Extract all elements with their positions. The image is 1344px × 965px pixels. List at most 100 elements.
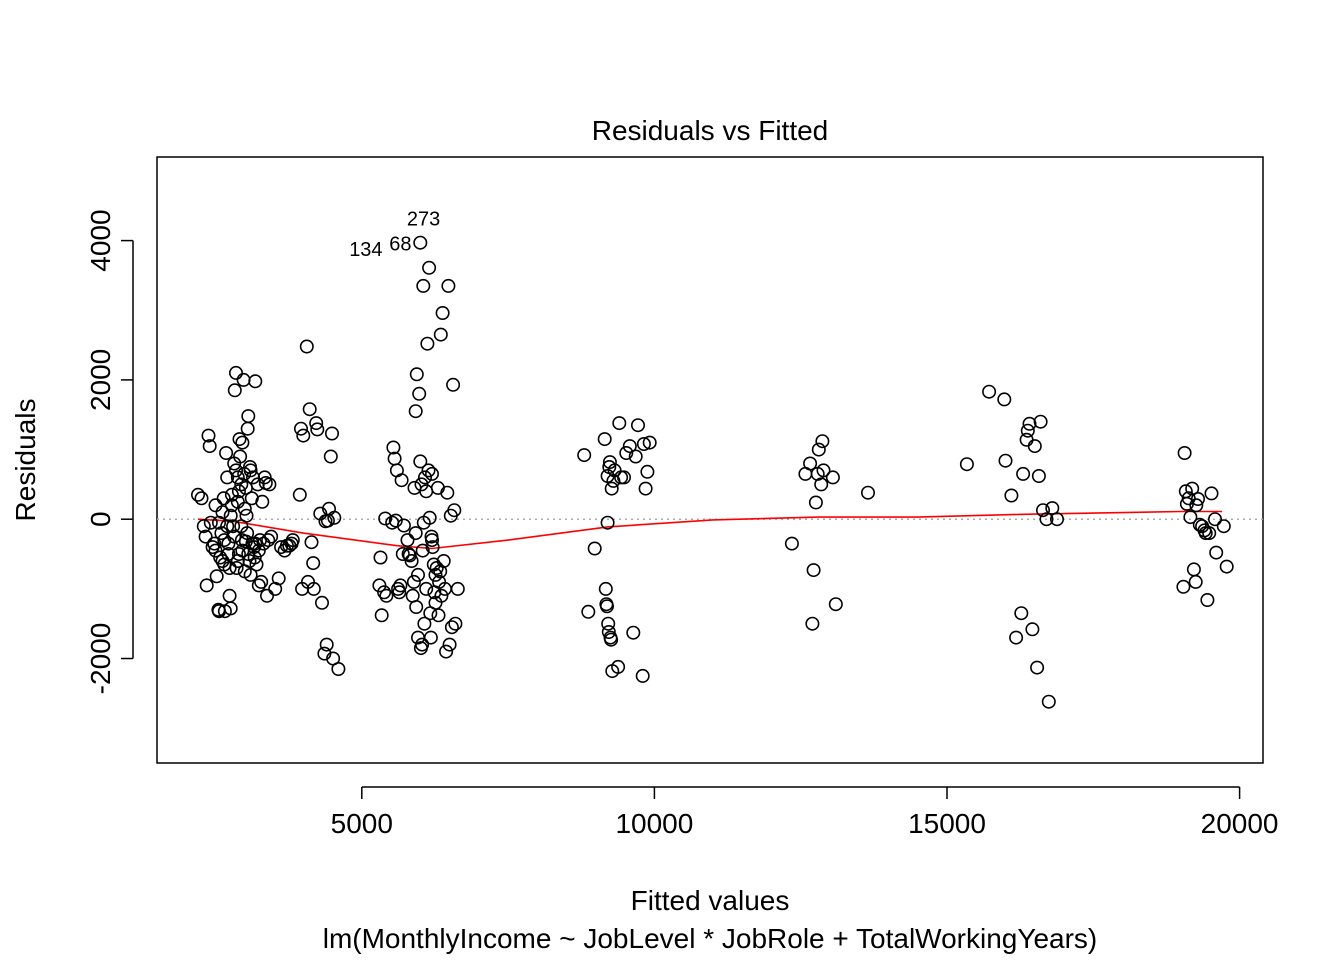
residual-point — [402, 548, 417, 563]
residual-point — [581, 604, 596, 619]
residual-point — [429, 560, 444, 575]
residual-point — [212, 515, 227, 530]
residual-point — [428, 567, 443, 582]
residual-point — [227, 383, 242, 398]
residual-point — [1039, 512, 1054, 527]
residual-point — [1009, 630, 1024, 645]
y-tick-label: 2000 — [85, 349, 116, 411]
residual-point — [1016, 466, 1031, 481]
residual-point — [423, 630, 438, 645]
residual-point — [1176, 579, 1191, 594]
residual-point — [1050, 512, 1065, 527]
residual-point — [396, 518, 411, 533]
residual-point — [254, 574, 269, 589]
residual-point — [1204, 486, 1219, 501]
residual-point — [251, 578, 266, 593]
residual-point — [642, 435, 657, 450]
y-tick-label: -2000 — [85, 623, 116, 695]
residual-point — [435, 305, 450, 320]
residual-point — [436, 553, 451, 568]
residual-point — [198, 529, 213, 544]
point-label: 273 — [407, 209, 440, 231]
residual-point — [815, 434, 830, 449]
residual-point — [234, 477, 249, 492]
residual-point — [1188, 574, 1203, 589]
residual-point — [229, 560, 244, 575]
residual-point — [1191, 491, 1206, 506]
residual-point — [331, 661, 346, 676]
residual-point — [259, 588, 274, 603]
residual-point — [601, 616, 616, 631]
residual-points-layer — [191, 235, 1234, 709]
residual-point — [450, 581, 465, 596]
residual-point — [982, 384, 997, 399]
residual-point — [243, 463, 258, 478]
residual-point — [597, 432, 612, 447]
residual-point — [232, 432, 247, 447]
residual-point — [216, 491, 231, 506]
residual-point — [825, 470, 840, 485]
residual-point — [600, 515, 615, 530]
residual-point — [395, 546, 410, 561]
residual-point — [612, 416, 627, 431]
residual-point — [619, 445, 634, 460]
residual-point — [626, 625, 641, 640]
residual-point — [377, 585, 392, 600]
residual-point — [808, 495, 823, 510]
residual-point — [227, 529, 242, 544]
model-formula-subtitle: lm(MonthlyIncome ~ JobLevel * JobRole + … — [323, 923, 1098, 954]
residual-point — [264, 529, 279, 544]
residual-point — [388, 513, 403, 528]
residual-point — [604, 481, 619, 496]
residual-point — [327, 510, 342, 525]
residual-point — [309, 416, 324, 431]
residual-point — [304, 535, 319, 550]
residual-point — [1027, 439, 1042, 454]
residual-point — [372, 578, 387, 593]
residual-point — [784, 536, 799, 551]
residual-point — [203, 515, 218, 530]
y-axis-label: Residuals — [10, 399, 41, 522]
residual-point — [446, 377, 461, 392]
residual-point — [616, 470, 631, 485]
residual-point — [1036, 503, 1051, 518]
residual-point — [237, 501, 252, 516]
residual-point — [324, 426, 339, 441]
residual-point — [215, 553, 230, 568]
residual-point — [860, 485, 875, 500]
residual-point — [222, 560, 237, 575]
residual-point — [1219, 559, 1234, 574]
residual-point — [1030, 660, 1045, 675]
residual-point — [230, 470, 245, 485]
residual-point — [611, 659, 626, 674]
residual-point — [223, 601, 238, 616]
chart-title: Residuals vs Fitted — [592, 115, 829, 146]
residual-point — [599, 599, 614, 614]
residual-point — [636, 436, 651, 451]
residual-point — [224, 498, 239, 513]
residual-point — [393, 578, 408, 593]
residual-point — [828, 597, 843, 612]
residual-point — [249, 557, 264, 572]
residual-point — [208, 498, 223, 513]
residual-point — [1183, 510, 1198, 525]
residual-point — [378, 511, 393, 526]
residual-point — [238, 534, 253, 549]
residual-point — [1020, 423, 1035, 438]
residual-point — [241, 409, 256, 424]
residual-point — [296, 428, 311, 443]
residual-point — [1041, 694, 1056, 709]
residual-point — [635, 668, 650, 683]
residual-point — [213, 550, 228, 565]
residual-point — [219, 445, 234, 460]
residual-point — [577, 448, 592, 463]
residual-point — [292, 487, 307, 502]
residual-point — [302, 402, 317, 417]
residual-point — [803, 456, 818, 471]
x-axis: 5000 10000 15000 20000 — [331, 786, 1279, 839]
residual-point — [1181, 491, 1196, 506]
residual-point — [421, 463, 436, 478]
residual-point — [409, 367, 424, 382]
residual-point — [419, 484, 434, 499]
